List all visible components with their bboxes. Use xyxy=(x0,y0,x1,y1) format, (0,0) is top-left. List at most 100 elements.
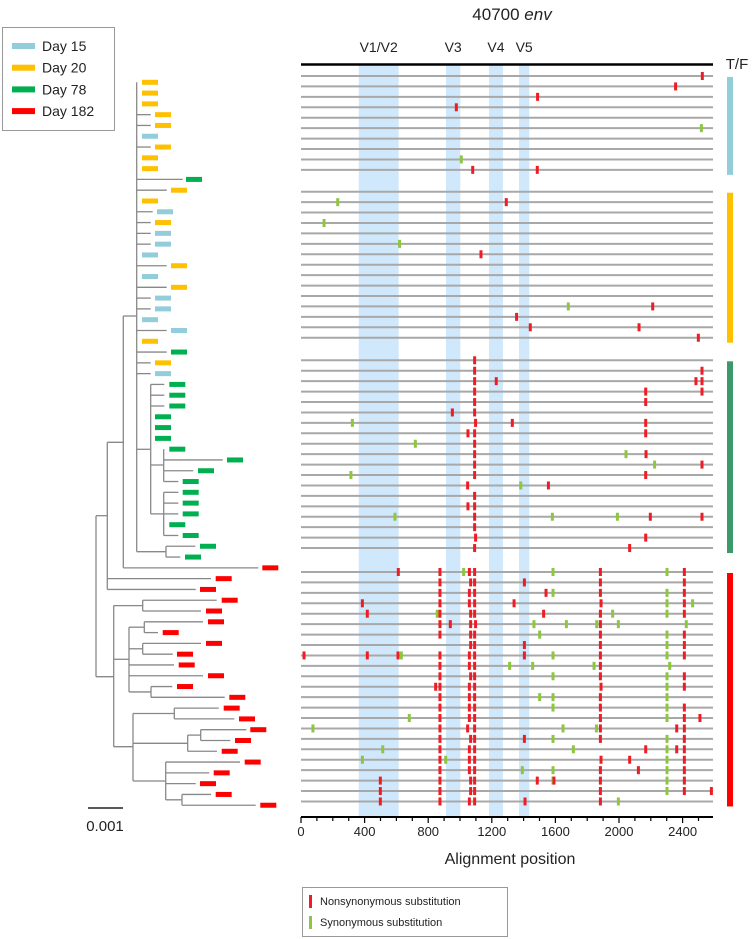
synonymous-mark xyxy=(668,661,672,670)
synonymous-mark xyxy=(349,471,353,480)
nonsynonymous-mark xyxy=(473,745,477,754)
synonymous-mark xyxy=(665,599,669,608)
sequence-row xyxy=(301,312,713,321)
nonsynonymous-mark xyxy=(494,377,498,386)
synonymous-mark xyxy=(566,302,570,311)
sequence-rows xyxy=(301,72,713,806)
nonsynonymous-mark xyxy=(438,776,442,785)
nonsynonymous-mark xyxy=(598,672,602,681)
sequence-row xyxy=(301,787,713,796)
synonymous-mark xyxy=(665,755,669,764)
nonsynonymous-mark xyxy=(438,724,442,733)
synonymous-mark xyxy=(551,693,555,702)
leaf-day-182 xyxy=(200,781,216,787)
nonsynonymous-mark xyxy=(682,578,686,587)
synonymous-mark xyxy=(665,766,669,775)
nonsynonymous-mark xyxy=(438,755,442,764)
sequence-row xyxy=(301,218,713,227)
nonsynonymous-mark xyxy=(598,620,602,629)
synonymous-mark xyxy=(684,620,688,629)
nonsynonymous-mark xyxy=(648,512,652,521)
nonsynonymous-mark xyxy=(700,377,704,386)
leaf-day-20 xyxy=(142,101,158,107)
nonsynonymous-mark xyxy=(438,609,442,618)
nonsynonymous-mark xyxy=(473,724,477,733)
nonsynonymous-mark xyxy=(469,578,473,587)
sequence-row xyxy=(301,408,713,417)
synonymous-mark xyxy=(561,724,565,733)
synonymous-mark xyxy=(624,450,628,459)
nonsynonymous-mark xyxy=(473,714,477,723)
nonsynonymous-mark xyxy=(438,599,442,608)
nonsynonymous-mark xyxy=(528,323,532,332)
x-axis-label: Alignment position xyxy=(445,851,576,868)
nonsynonymous-mark xyxy=(473,502,477,511)
nonsynonymous-mark xyxy=(598,766,602,775)
nonsynonymous-mark xyxy=(473,703,477,712)
sequence-row xyxy=(301,745,713,754)
nonsynonymous-mark xyxy=(682,724,686,733)
nonsynonymous-mark xyxy=(682,734,686,743)
sequence-row xyxy=(301,630,713,639)
synonymous-mark xyxy=(336,198,340,207)
nonsynonymous-mark xyxy=(700,387,704,396)
leaf-day-182 xyxy=(221,597,238,603)
sequence-row xyxy=(301,588,713,597)
leaf-day-78 xyxy=(155,425,171,431)
nonsynonymous-mark xyxy=(598,714,602,723)
nonsynonymous-mark xyxy=(682,745,686,754)
nonsynonymous-mark xyxy=(473,588,477,597)
leaf-day-20 xyxy=(142,166,158,172)
sequence-row xyxy=(301,356,713,365)
nonsynonymous-mark xyxy=(522,651,526,660)
sequence-row xyxy=(301,72,713,80)
leaf-day-182 xyxy=(221,748,238,754)
leaf-day-20 xyxy=(171,187,187,193)
leaf-day-20 xyxy=(142,198,158,204)
nonsynonymous-mark xyxy=(682,766,686,775)
sequence-row xyxy=(301,491,713,500)
nonsynonymous-mark xyxy=(700,512,704,521)
legend-swatch-substitution xyxy=(309,916,312,929)
sequence-row xyxy=(301,198,713,207)
leaf-day-20 xyxy=(142,338,158,344)
nonsynonymous-mark xyxy=(515,312,519,321)
nonsynonymous-mark xyxy=(473,797,477,806)
nonsynonymous-mark xyxy=(473,568,477,576)
nonsynonymous-mark xyxy=(473,491,477,500)
nonsynonymous-mark xyxy=(598,630,602,639)
nonsynonymous-mark xyxy=(438,682,442,691)
nonsynonymous-mark xyxy=(469,672,473,681)
nonsynonymous-mark xyxy=(466,724,470,733)
synonymous-mark xyxy=(571,745,575,754)
nonsynonymous-mark xyxy=(378,776,382,785)
synonymous-mark xyxy=(462,568,466,576)
nonsynonymous-mark xyxy=(438,588,442,597)
leaf-day-182 xyxy=(213,770,230,776)
x-tick-label: 400 xyxy=(354,824,376,839)
nonsynonymous-mark xyxy=(473,408,477,417)
sequence-row xyxy=(301,599,713,608)
nonsynonymous-mark xyxy=(682,609,686,618)
nonsynonymous-mark xyxy=(644,533,648,542)
nonsynonymous-mark xyxy=(473,512,477,521)
nonsynonymous-mark xyxy=(473,366,477,375)
legend-swatch-day-78 xyxy=(12,86,35,93)
nonsynonymous-mark xyxy=(467,599,471,608)
synonymous-mark xyxy=(616,797,620,806)
leaf-day-182 xyxy=(235,737,251,743)
nonsynonymous-mark xyxy=(651,302,655,311)
legend-label: Day 182 xyxy=(42,103,94,119)
nonsynonymous-mark xyxy=(438,578,442,587)
nonsynonymous-mark xyxy=(682,703,686,712)
nonsynonymous-mark xyxy=(438,797,442,806)
nonsynonymous-mark xyxy=(466,481,470,490)
sequence-row xyxy=(301,333,713,342)
nonsynonymous-mark xyxy=(644,450,648,459)
sequence-row xyxy=(301,533,713,542)
leaf-day-78 xyxy=(198,468,214,474)
sequence-row xyxy=(301,450,713,459)
nonsynonymous-mark xyxy=(467,703,471,712)
leaf-day-20 xyxy=(155,360,171,366)
